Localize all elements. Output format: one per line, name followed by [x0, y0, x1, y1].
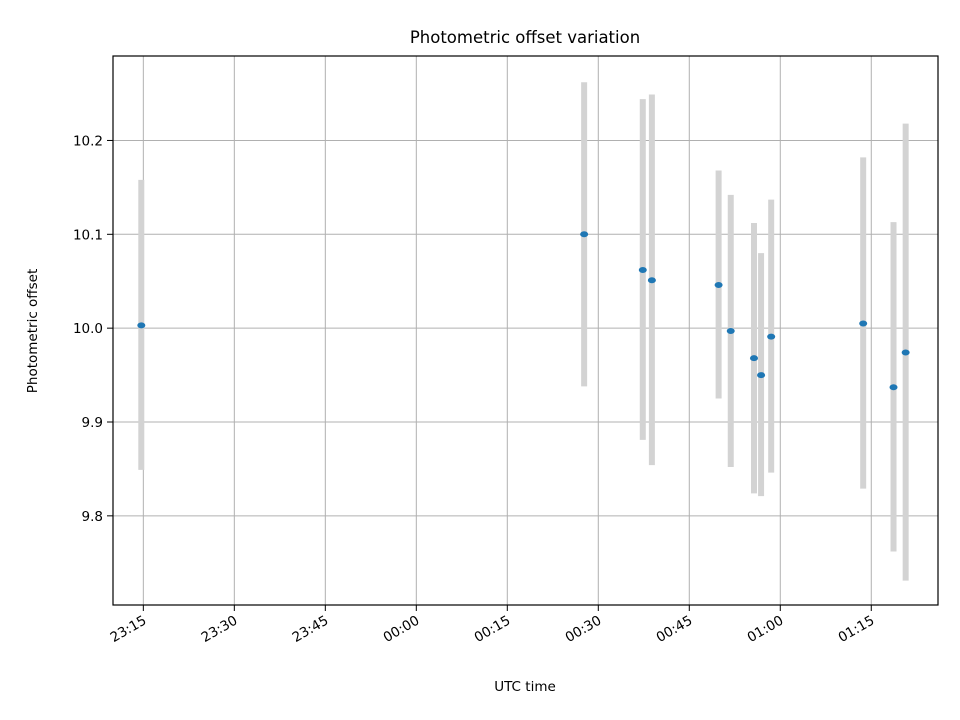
data-point [714, 281, 723, 288]
y-tick-label: 10.1 [73, 227, 103, 243]
plot-frame [112, 55, 939, 606]
data-point [638, 266, 647, 273]
grid [113, 56, 938, 605]
data-point [859, 320, 868, 327]
y-axis-ticks: 9.8 9.9 10.0 10.1 10.2 [73, 133, 113, 525]
data-point [901, 349, 910, 356]
y-axis-label: Photometric offset [25, 269, 41, 393]
data-point [726, 327, 735, 334]
y-tick-label: 10.0 [73, 321, 103, 337]
y-tick-label: 9.8 [82, 509, 103, 525]
data-points [137, 231, 910, 391]
chart-title: Photometric offset variation [410, 28, 640, 47]
y-tick-label: 9.9 [82, 415, 103, 431]
data-point [889, 384, 898, 391]
data-point [647, 277, 656, 284]
y-tick-label: 10.2 [73, 133, 103, 149]
data-point [137, 322, 146, 329]
data-point [757, 372, 766, 379]
x-axis-label: UTC time [494, 679, 556, 695]
data-point [749, 355, 758, 362]
data-point [767, 333, 776, 340]
data-point [580, 231, 589, 238]
